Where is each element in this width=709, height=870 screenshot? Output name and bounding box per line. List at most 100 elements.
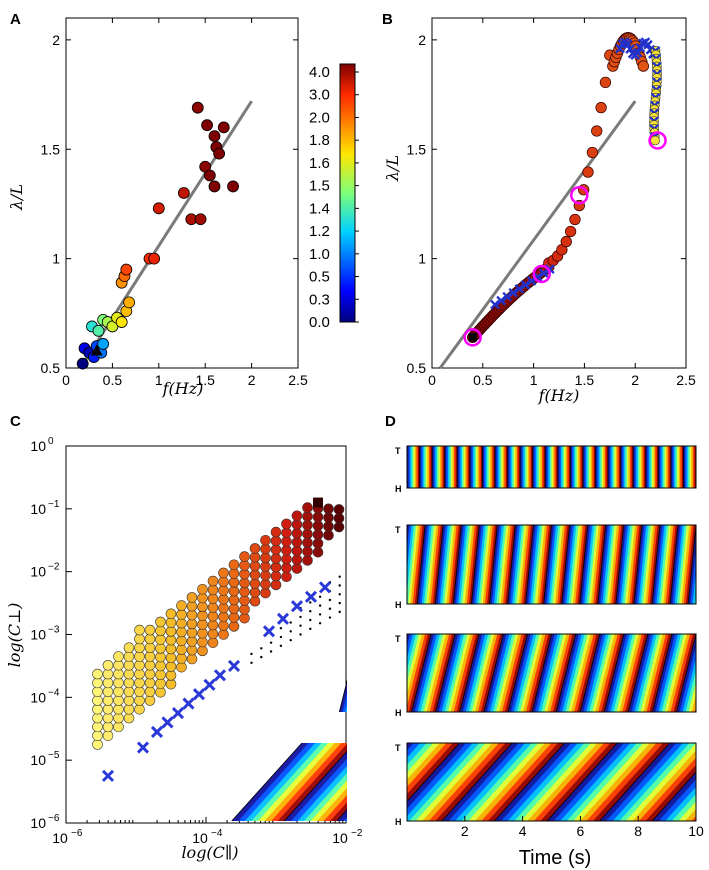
contour-band xyxy=(500,525,512,604)
contour-band xyxy=(557,525,568,604)
x-tick-label: 6 xyxy=(577,823,585,839)
x-tick-label: 2.5 xyxy=(288,372,308,388)
bottom-label: H xyxy=(395,484,402,494)
small-dot xyxy=(250,661,253,664)
contour-line xyxy=(651,524,661,605)
data-point xyxy=(227,180,239,193)
contour-band xyxy=(554,525,566,604)
top-label: T xyxy=(395,743,401,753)
cross-marker xyxy=(262,625,276,638)
contour-line xyxy=(579,524,589,605)
contour-band xyxy=(584,525,595,604)
y-tick-label: 0.5 xyxy=(407,360,427,376)
y-tick-label: 1.5 xyxy=(407,141,427,157)
cross-marker xyxy=(227,659,241,672)
contour-band xyxy=(474,634,498,712)
contour-band xyxy=(573,743,651,821)
small-dot xyxy=(309,601,312,604)
contour-band xyxy=(583,634,607,712)
colorbar-tick-label: 3.0 xyxy=(309,87,330,104)
contour-band xyxy=(520,743,599,821)
small-dot xyxy=(338,601,341,605)
small-dot xyxy=(338,610,341,614)
panel-a-points xyxy=(76,101,239,370)
contour-band xyxy=(257,743,336,821)
colorbar-gradient xyxy=(339,63,356,323)
panel-d-xlabel: Time (s) xyxy=(519,847,592,869)
panel-label-c: C xyxy=(10,413,21,430)
contour-band xyxy=(448,525,460,604)
contour-band xyxy=(556,634,580,712)
contour-band xyxy=(611,525,623,604)
data-point xyxy=(291,510,303,522)
contour-band xyxy=(580,634,604,712)
contour-band xyxy=(423,525,435,604)
contour-band xyxy=(532,525,544,604)
colorbar-tick-label: 1.5 xyxy=(309,178,330,195)
cross-marker xyxy=(520,280,531,290)
x-tick-label: 10 xyxy=(688,823,704,839)
contour-line xyxy=(627,633,649,713)
data-point xyxy=(155,616,166,628)
contour-band xyxy=(563,525,575,604)
panel-b-points xyxy=(463,32,667,347)
contour-band xyxy=(409,743,487,821)
contour-band xyxy=(471,525,483,604)
y-tick-exponent: −2 xyxy=(48,562,60,573)
contour-band xyxy=(429,634,453,712)
contour-band xyxy=(489,634,513,712)
contour-band xyxy=(683,525,695,604)
contour-line xyxy=(231,742,303,822)
cross-marker xyxy=(150,725,164,738)
contour-band xyxy=(642,525,654,604)
contour-line xyxy=(599,742,671,822)
colorbar-tick-label: 0.0 xyxy=(309,314,330,331)
data-point xyxy=(239,551,250,562)
data-point xyxy=(115,316,128,328)
y-tick-exponent: −5 xyxy=(48,750,60,761)
contour-frame xyxy=(406,524,697,605)
contour-band xyxy=(426,525,437,604)
cross-marker xyxy=(545,264,555,274)
colorbar: 4.0 3.0 2.0 1.8 1.6 1.5 1.4 1.2 1.0 0.5 0.3 0.0 xyxy=(309,63,359,331)
data-point xyxy=(207,575,219,587)
contour-band xyxy=(637,634,661,712)
contour-band xyxy=(468,634,492,712)
data-point xyxy=(97,338,110,350)
trajectory-point xyxy=(586,146,599,159)
data-point xyxy=(76,357,89,370)
contour-band xyxy=(521,525,532,604)
contour-band xyxy=(540,743,618,821)
contour-band xyxy=(389,743,467,821)
data-point xyxy=(177,187,190,199)
cross-marker xyxy=(136,741,150,754)
contour-band xyxy=(620,525,632,604)
contour-band xyxy=(491,525,503,604)
contour-line xyxy=(603,633,625,713)
contour-line xyxy=(687,524,697,605)
contour-band xyxy=(534,525,546,604)
contour-band xyxy=(624,525,636,604)
colorbar-tick-label: 1.8 xyxy=(309,132,330,149)
trajectory-point xyxy=(564,225,577,238)
contour-band xyxy=(588,525,600,604)
contour-band xyxy=(414,634,438,712)
contour-band xyxy=(516,525,528,604)
contour-band xyxy=(581,525,593,604)
contour-band xyxy=(592,634,616,712)
highlight-ring xyxy=(463,328,482,347)
contour-frame xyxy=(406,633,697,713)
contour-band xyxy=(507,743,585,821)
contour-band xyxy=(640,525,652,604)
contour-band xyxy=(618,525,629,604)
contour-band xyxy=(495,634,519,712)
contour-band xyxy=(519,634,544,712)
highlight-ring xyxy=(532,264,551,284)
contour-band xyxy=(571,634,595,712)
small-dot xyxy=(338,584,341,587)
x-tick-label: 0.5 xyxy=(473,372,493,388)
data-point xyxy=(197,583,208,595)
contour-band xyxy=(606,525,618,604)
contour-band xyxy=(667,634,691,712)
